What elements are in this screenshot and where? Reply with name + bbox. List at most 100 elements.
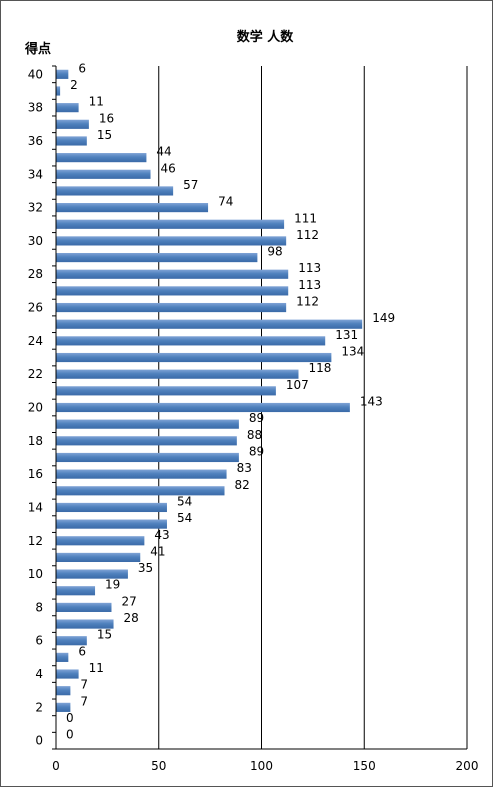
y-tick-label-22: 22 xyxy=(28,367,43,381)
y-tick-label-6: 6 xyxy=(35,634,43,648)
bar-29 xyxy=(56,252,258,263)
y-tick-label-8: 8 xyxy=(35,600,43,614)
data-label-25: 149 xyxy=(372,311,395,325)
y-tick-label-26: 26 xyxy=(28,301,43,315)
bar-28 xyxy=(56,269,289,279)
bar-6 xyxy=(56,636,87,646)
bar-11 xyxy=(56,552,141,563)
data-label-13: 54 xyxy=(177,511,192,525)
bar-14 xyxy=(56,502,167,513)
y-tick-label-24: 24 xyxy=(28,334,43,348)
y-tick-label-0: 0 xyxy=(35,734,43,748)
x-tick-label-150: 150 xyxy=(353,759,376,773)
data-label-10: 35 xyxy=(138,561,153,575)
bars xyxy=(56,69,363,712)
data-label-8: 27 xyxy=(121,594,136,608)
data-label-40: 6 xyxy=(78,61,86,75)
y-tick-label-32: 32 xyxy=(28,201,43,215)
data-label-22: 118 xyxy=(308,361,331,375)
y-tick-label-16: 16 xyxy=(28,467,43,481)
data-label-4: 11 xyxy=(89,661,104,675)
data-label-32: 74 xyxy=(218,195,233,209)
bar-18 xyxy=(56,436,237,446)
x-tick-labels: 0 50 100 150 200 xyxy=(52,759,478,773)
bar-12 xyxy=(56,536,145,546)
data-label-16: 83 xyxy=(237,461,252,475)
y-tick-label-10: 10 xyxy=(28,567,43,581)
bar-17 xyxy=(56,452,239,463)
y-tick-label-20: 20 xyxy=(28,401,43,415)
data-label-26: 112 xyxy=(296,295,319,309)
data-label-12: 43 xyxy=(154,528,169,542)
chart-title: 数学 人数 xyxy=(237,29,295,45)
y-tick-label-14: 14 xyxy=(28,500,43,514)
bar-15 xyxy=(56,486,225,496)
bar-30 xyxy=(56,236,287,246)
data-label-1: 0 xyxy=(66,711,74,725)
bar-33 xyxy=(56,186,174,196)
data-labels: 6211161544465774111112981131131121491311… xyxy=(66,61,395,741)
bar-2 xyxy=(56,702,71,712)
bar-39 xyxy=(56,86,61,96)
bar-25 xyxy=(56,319,363,329)
bar-26 xyxy=(56,302,287,313)
data-label-3: 7 xyxy=(80,678,88,692)
data-label-19: 89 xyxy=(249,411,264,425)
data-label-35: 44 xyxy=(156,145,171,159)
data-label-6: 15 xyxy=(97,628,112,642)
data-label-38: 11 xyxy=(89,95,104,109)
data-label-23: 134 xyxy=(341,345,364,359)
data-label-11: 41 xyxy=(150,544,165,558)
x-tick-label-200: 200 xyxy=(456,759,479,773)
bar-27 xyxy=(56,286,289,296)
data-label-34: 46 xyxy=(161,161,176,175)
x-tick-label-100: 100 xyxy=(250,759,273,773)
data-label-31: 111 xyxy=(294,211,317,225)
data-label-27: 113 xyxy=(298,278,321,292)
bar-37 xyxy=(56,119,89,129)
data-label-0: 0 xyxy=(66,728,74,742)
data-label-2: 7 xyxy=(80,694,88,708)
data-label-37: 16 xyxy=(99,111,114,125)
bar-23 xyxy=(56,352,332,363)
bar-35 xyxy=(56,153,147,163)
data-label-18: 88 xyxy=(247,428,262,442)
data-label-15: 82 xyxy=(235,478,250,492)
bar-9 xyxy=(56,586,96,596)
data-label-20: 143 xyxy=(360,395,383,409)
data-label-39: 2 xyxy=(70,78,78,92)
bar-13 xyxy=(56,519,167,529)
bar-32 xyxy=(56,203,209,213)
bar-20 xyxy=(56,402,350,413)
data-label-36: 15 xyxy=(97,128,112,142)
bar-21 xyxy=(56,386,276,396)
data-label-30: 112 xyxy=(296,228,319,242)
bar-22 xyxy=(56,369,299,379)
y-tick-label-4: 4 xyxy=(35,667,43,681)
bar-16 xyxy=(56,469,227,479)
bar-36 xyxy=(56,136,87,146)
bar-3 xyxy=(56,686,71,696)
bar-24 xyxy=(56,336,326,346)
bar-19 xyxy=(56,419,239,429)
x-tick-label-0: 0 xyxy=(52,759,60,773)
data-label-33: 57 xyxy=(183,178,198,192)
y-tick-label-2: 2 xyxy=(35,700,43,714)
axes xyxy=(52,65,467,750)
y-tick-label-12: 12 xyxy=(28,534,43,548)
y-axis-label: 得点 xyxy=(24,41,51,57)
bar-40 xyxy=(56,69,69,79)
bar-4 xyxy=(56,669,79,679)
bar-8 xyxy=(56,602,112,612)
data-label-28: 113 xyxy=(298,261,321,275)
y-tick-label-28: 28 xyxy=(28,267,43,281)
data-label-14: 54 xyxy=(177,494,192,508)
data-label-5: 6 xyxy=(78,644,86,658)
bar-10 xyxy=(56,569,128,579)
data-label-17: 89 xyxy=(249,444,264,458)
y-tick-label-30: 30 xyxy=(28,234,43,248)
y-tick-label-36: 36 xyxy=(28,134,43,148)
bar-34 xyxy=(56,169,151,179)
data-label-21: 107 xyxy=(286,378,309,392)
